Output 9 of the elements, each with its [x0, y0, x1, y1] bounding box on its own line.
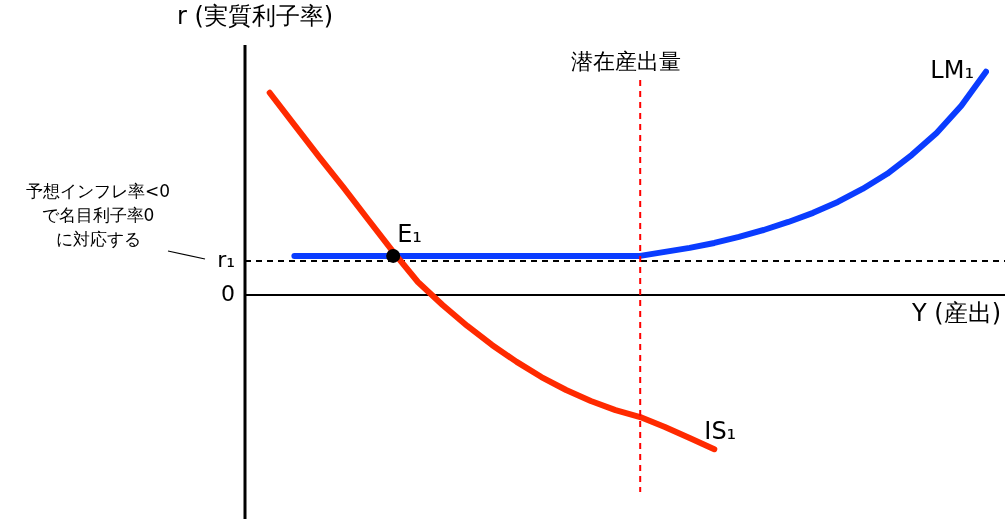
- x-axis-title: Y (産出): [910, 299, 1001, 328]
- text: 0: [221, 280, 235, 306]
- text: 予想インフレ率<0 で名目利子率0 に対応する: [25, 180, 171, 249]
- series-label: IS₁: [704, 417, 737, 446]
- y-axis-title: r (実質利子率): [176, 2, 334, 31]
- annotation: 潜在産出量: [571, 48, 682, 74]
- ref-line-label: r₁: [217, 246, 235, 272]
- annotation: E₁: [397, 220, 422, 249]
- series-label: LM₁: [930, 56, 974, 85]
